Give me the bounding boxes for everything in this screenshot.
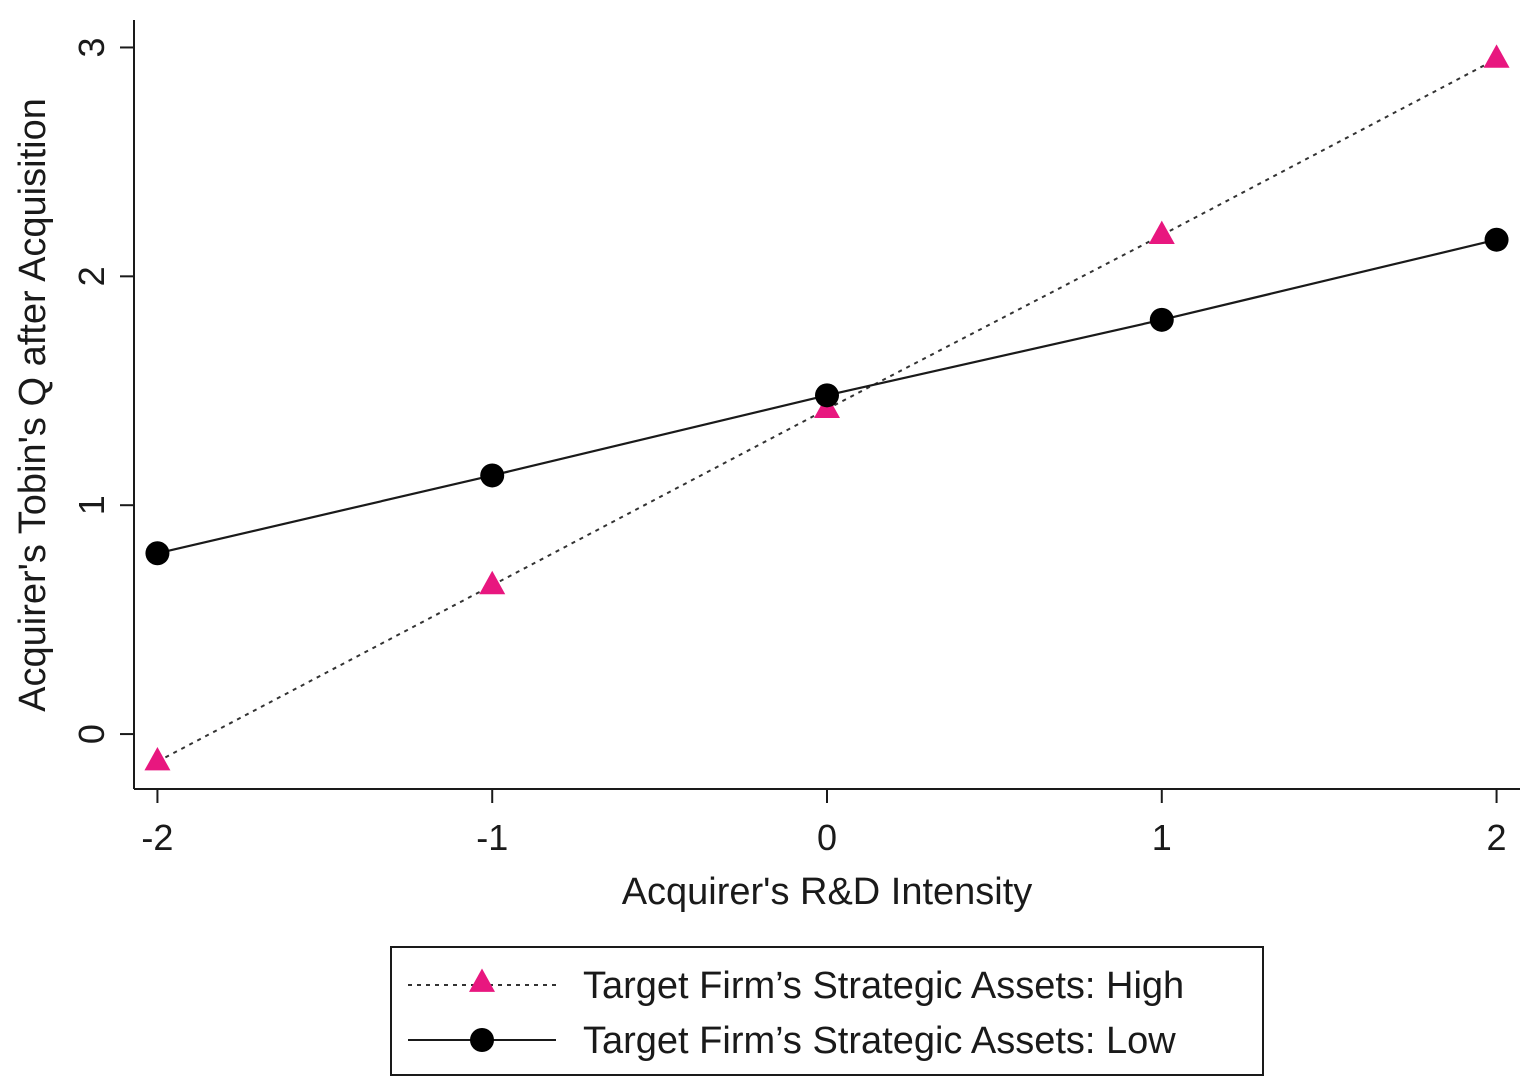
series-0-point-1: [479, 570, 506, 595]
series-1-point-3: [1149, 307, 1174, 332]
plot-area: [144, 44, 1510, 771]
series-0-point-3: [1148, 220, 1175, 245]
x-axis-title: Acquirer's R&D Intensity: [622, 871, 1033, 913]
y-tick-label-2: 2: [71, 266, 112, 286]
y-tick-label-0: 0: [71, 724, 112, 744]
legend-label-1: Target Firm’s Strategic Assets: Low: [583, 1020, 1176, 1062]
legend-item-0: Target Firm’s Strategic Assets: High: [408, 965, 1184, 1007]
series-1-point-0: [145, 541, 170, 566]
x-tick-label--1: -1: [476, 817, 508, 858]
legend-box: [390, 946, 1264, 1076]
y-tick-label-1: 1: [71, 495, 112, 515]
x-tick-label-0: 0: [817, 817, 837, 858]
legend-marker-0: [469, 968, 495, 992]
series-1-point-4: [1484, 227, 1509, 252]
y-tick-label-3: 3: [71, 37, 112, 57]
series-1-point-1: [480, 463, 505, 488]
y-axis-title: Acquirer's Tobin's Q after Acquisition: [12, 98, 54, 712]
legend-marker-1: [470, 1028, 494, 1052]
x-axis-ticks: -2 -1 0 1 2: [141, 789, 1507, 858]
x-tick-label-1: 1: [1152, 817, 1172, 858]
series-0-point-4: [1483, 44, 1510, 68]
x-tick-label--2: -2: [141, 817, 173, 858]
legend-items: Target Firm’s Strategic Assets: High Targ…: [408, 965, 1184, 1062]
series-markers: [144, 44, 1510, 771]
legend-item-1: Target Firm’s Strategic Assets: Low: [408, 1020, 1176, 1062]
series-1-point-2: [815, 383, 839, 408]
y-axis-ticks: 0 1 2 3: [71, 37, 134, 744]
series-0-point-0: [144, 747, 171, 771]
legend: Target Firm’s Strategic Assets: High Targ…: [390, 946, 1264, 1076]
legend-label-0: Target Firm’s Strategic Assets: High: [583, 965, 1184, 1007]
x-tick-label-2: 2: [1487, 817, 1507, 858]
